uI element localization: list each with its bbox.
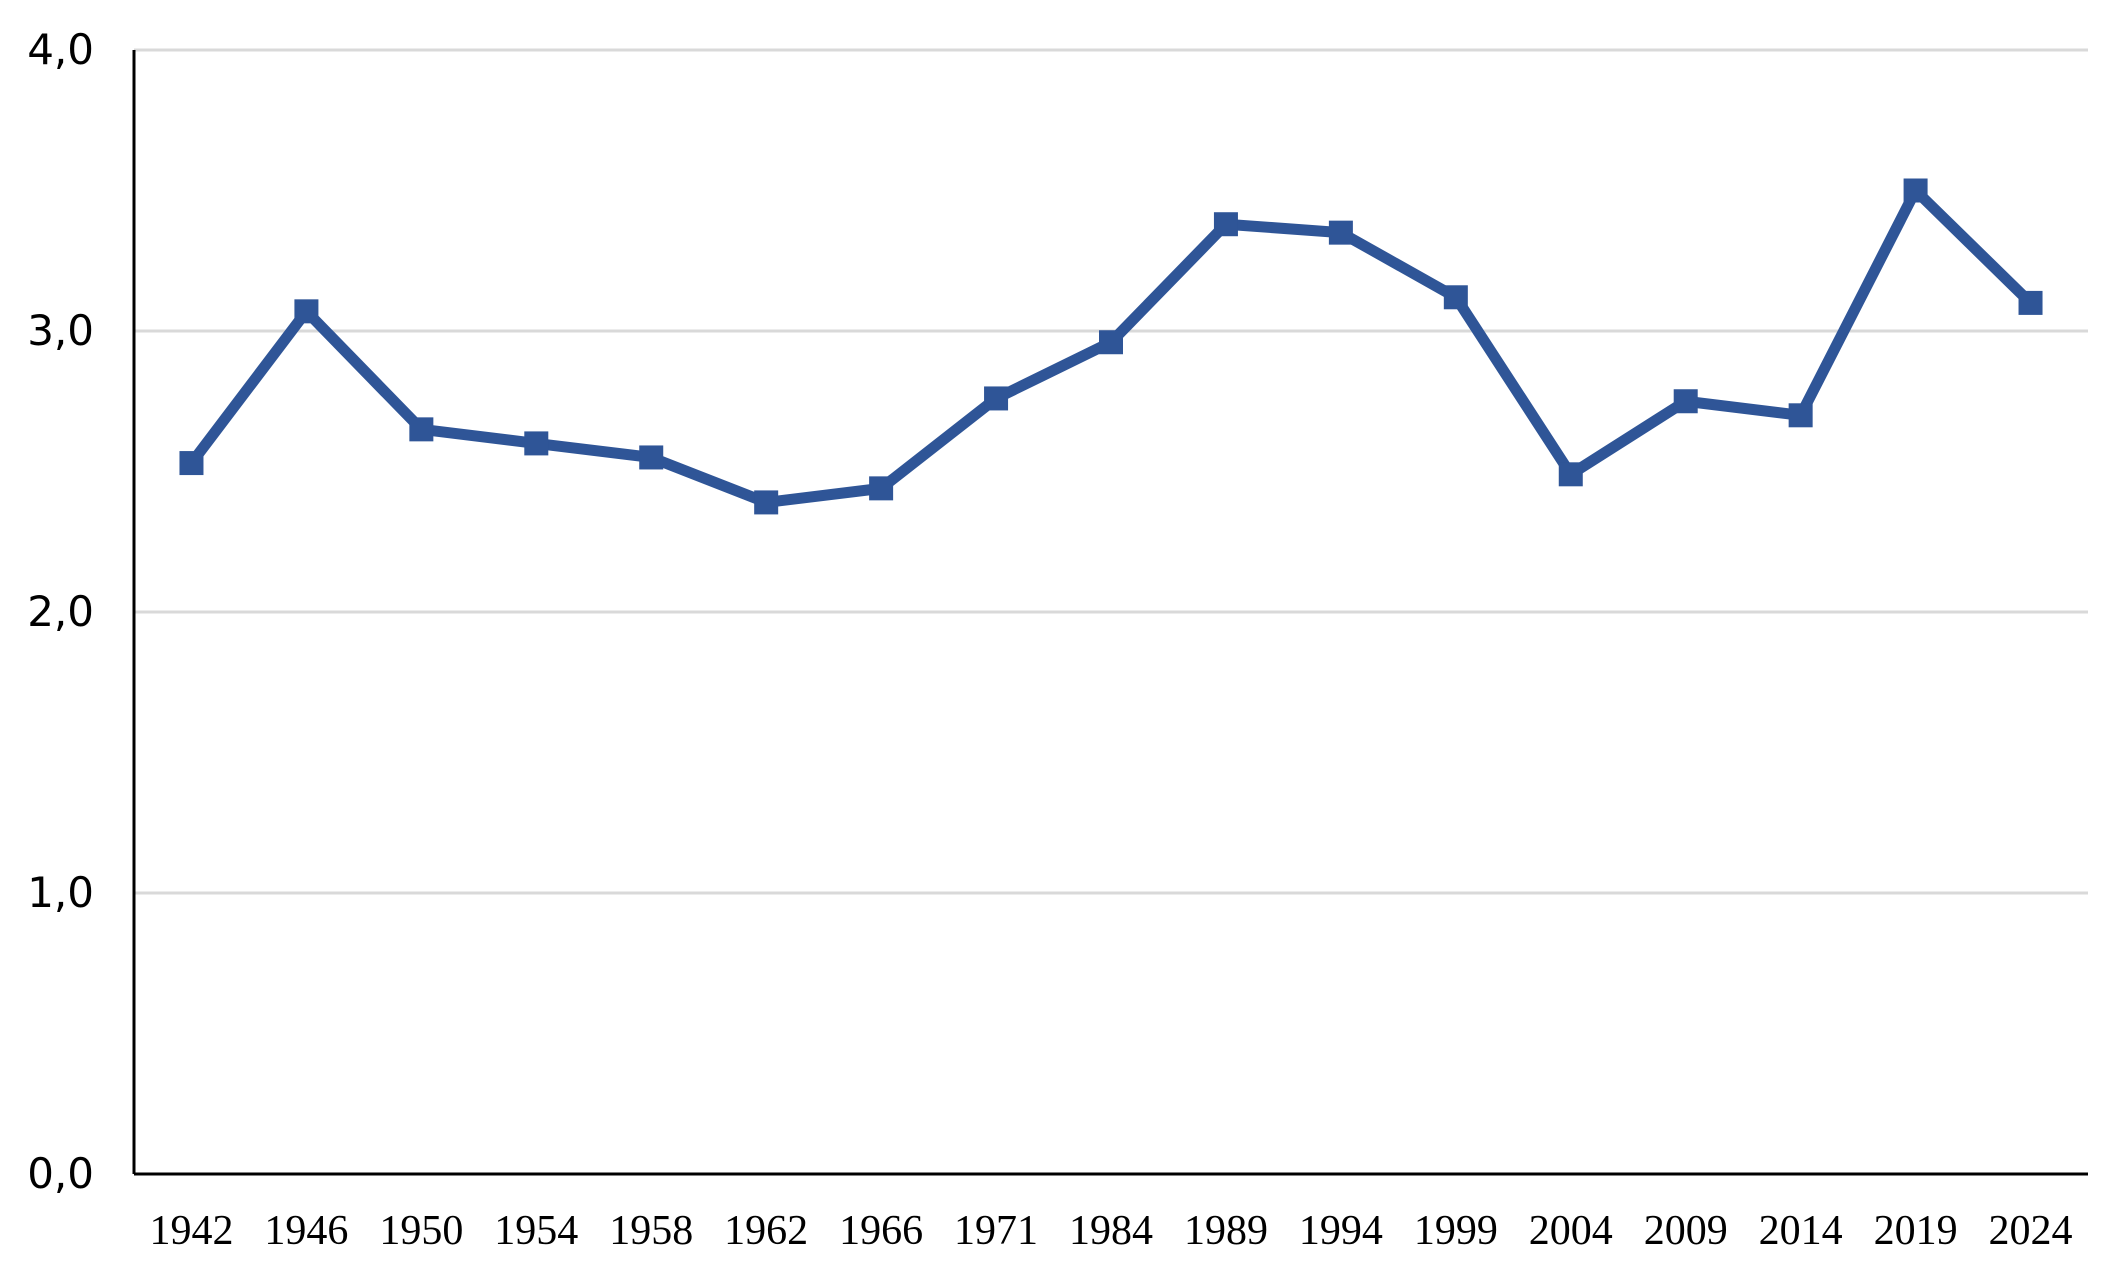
x-axis-tick-labels: 1942 1946 1950 1954 1958 1962 1966 1971 1984 1989… — [149, 1208, 2072, 1254]
x-tick-label: 1950 — [379, 1208, 463, 1254]
x-tick-label: 2009 — [1644, 1208, 1728, 1254]
data-point-marker — [1443, 285, 1468, 310]
data-point-marker — [294, 299, 319, 324]
data-point-marker — [1903, 178, 1928, 203]
x-tick-label: 2004 — [1529, 1208, 1613, 1254]
x-tick-label: 1958 — [609, 1208, 693, 1254]
data-point-marker — [869, 476, 894, 501]
data-point-marker — [409, 417, 434, 442]
x-tick-label: 1966 — [839, 1208, 923, 1254]
x-tick-label: 1994 — [1299, 1208, 1383, 1254]
data-point-marker — [1788, 403, 1813, 428]
data-point-marker — [1328, 220, 1353, 245]
data-point-marker — [639, 445, 664, 470]
x-tick-label: 2024 — [1989, 1208, 2073, 1254]
data-point-marker — [179, 451, 204, 476]
data-point-marker — [984, 386, 1009, 411]
x-tick-label: 1946 — [264, 1208, 348, 1254]
y-tick-label: 4,0 — [27, 25, 94, 74]
data-point-marker — [1099, 330, 1123, 355]
data-point-marker — [1558, 462, 1583, 487]
x-tick-label: 1971 — [954, 1208, 1038, 1254]
series-group — [179, 178, 2043, 515]
y-tick-label: 3,0 — [27, 306, 94, 355]
x-tick-label: 1962 — [724, 1208, 808, 1254]
data-point-marker — [754, 490, 779, 515]
data-point-marker — [1673, 389, 1698, 414]
data-point-marker — [1213, 212, 1238, 237]
data-point-marker — [524, 431, 549, 456]
data-point-marker — [2018, 290, 2043, 315]
x-tick-label: 1989 — [1184, 1208, 1268, 1254]
x-tick-label: 1999 — [1414, 1208, 1498, 1254]
x-tick-label: 1984 — [1069, 1208, 1153, 1254]
gridlines — [134, 48, 2088, 895]
x-tick-label: 1954 — [494, 1208, 578, 1254]
y-tick-label: 1,0 — [27, 868, 94, 917]
y-tick-label: 0,0 — [27, 1149, 94, 1198]
x-tick-label: 1942 — [149, 1208, 233, 1254]
x-tick-label: 2019 — [1874, 1208, 1958, 1254]
y-tick-label: 2,0 — [27, 587, 94, 636]
y-axis-tick-labels: 0,0 1,0 2,0 3,0 4,0 — [27, 25, 94, 1198]
axes — [132, 50, 2088, 1176]
x-tick-label: 2014 — [1759, 1208, 1843, 1254]
